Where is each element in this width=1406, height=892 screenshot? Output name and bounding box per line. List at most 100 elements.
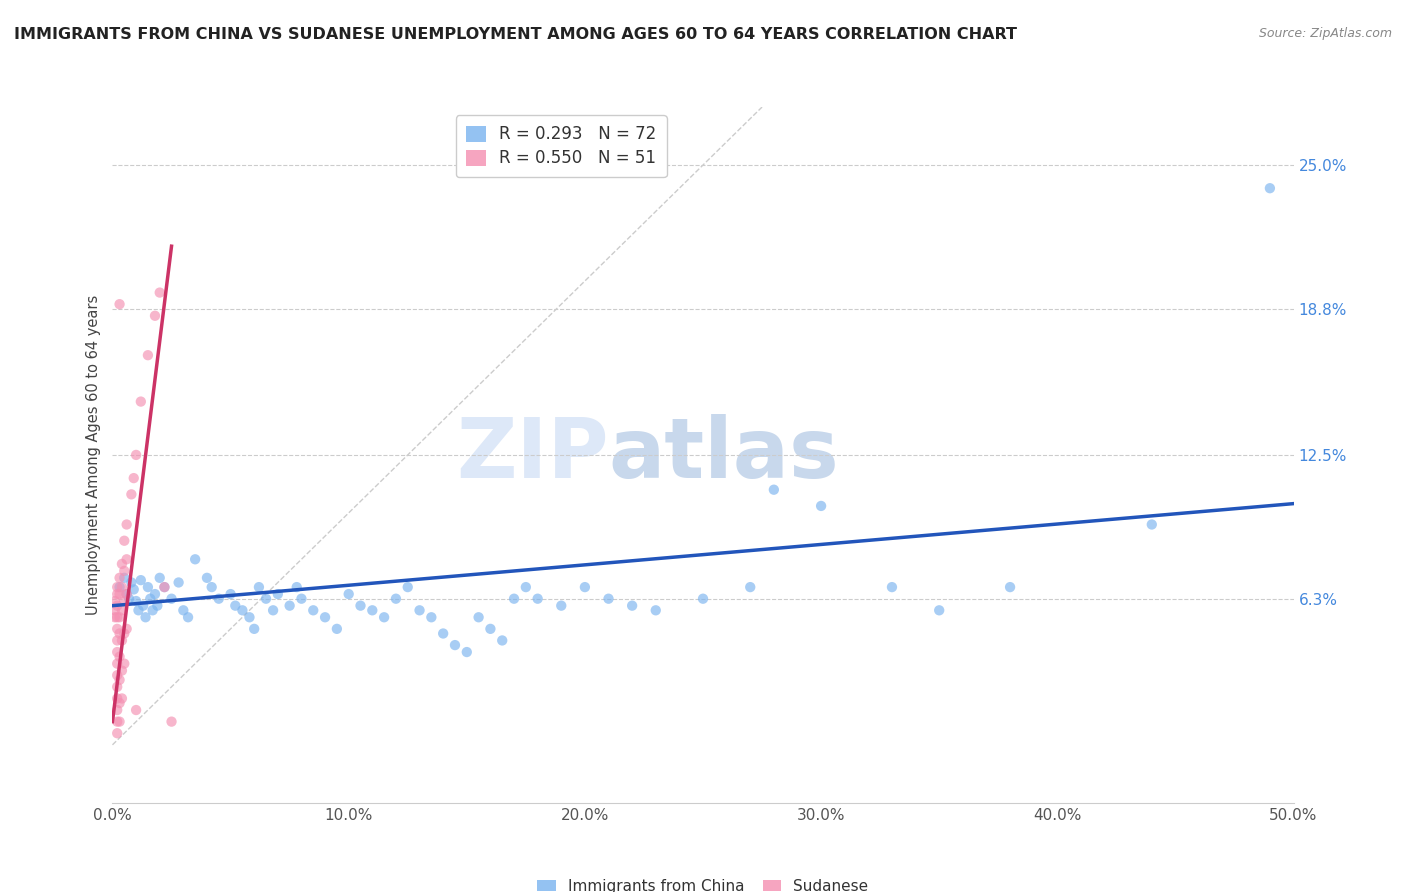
Point xyxy=(125,594,148,608)
Point xyxy=(122,471,145,485)
Point xyxy=(105,657,128,671)
Point xyxy=(105,622,128,636)
Point xyxy=(598,591,620,606)
Point xyxy=(108,696,131,710)
Point xyxy=(118,591,141,606)
Point xyxy=(112,657,135,671)
Point xyxy=(290,591,312,606)
Point xyxy=(105,599,128,613)
Point xyxy=(526,591,548,606)
Point xyxy=(208,591,231,606)
Point xyxy=(644,603,666,617)
Point xyxy=(349,599,371,613)
Point xyxy=(112,571,135,585)
Point xyxy=(373,610,395,624)
Point xyxy=(105,633,128,648)
Point xyxy=(108,673,131,687)
Point xyxy=(285,580,308,594)
Point xyxy=(177,610,200,624)
Point xyxy=(219,587,242,601)
Point xyxy=(105,587,128,601)
Text: IMMIGRANTS FROM CHINA VS SUDANESE UNEMPLOYMENT AMONG AGES 60 TO 64 YEARS CORRELA: IMMIGRANTS FROM CHINA VS SUDANESE UNEMPL… xyxy=(14,27,1017,42)
Point xyxy=(491,633,513,648)
Point xyxy=(515,580,537,594)
Point xyxy=(278,599,301,613)
Point xyxy=(160,714,183,729)
Point xyxy=(120,487,142,501)
Point xyxy=(108,610,131,624)
Point xyxy=(1258,181,1281,195)
Point xyxy=(111,691,134,706)
Point xyxy=(432,626,454,640)
Point xyxy=(254,591,277,606)
Point xyxy=(550,599,572,613)
Text: ZIP: ZIP xyxy=(456,415,609,495)
Point xyxy=(408,603,430,617)
Point xyxy=(302,603,325,617)
Point xyxy=(132,599,155,613)
Point xyxy=(105,580,128,594)
Point xyxy=(762,483,785,497)
Point xyxy=(740,580,762,594)
Point xyxy=(108,580,131,594)
Point xyxy=(149,571,172,585)
Point xyxy=(108,714,131,729)
Point xyxy=(172,603,194,617)
Point xyxy=(267,587,290,601)
Point xyxy=(456,645,478,659)
Text: atlas: atlas xyxy=(609,415,839,495)
Point xyxy=(111,580,134,594)
Point xyxy=(153,580,176,594)
Point xyxy=(105,668,128,682)
Point xyxy=(142,603,165,617)
Point xyxy=(105,691,128,706)
Point xyxy=(115,552,138,566)
Point xyxy=(692,591,714,606)
Point xyxy=(105,726,128,740)
Point xyxy=(115,517,138,532)
Point xyxy=(1140,517,1163,532)
Point xyxy=(108,571,131,585)
Point xyxy=(337,587,360,601)
Text: Source: ZipAtlas.com: Source: ZipAtlas.com xyxy=(1258,27,1392,40)
Point xyxy=(167,575,190,590)
Point xyxy=(574,580,596,594)
Point xyxy=(105,645,128,659)
Point xyxy=(810,499,832,513)
Point xyxy=(105,714,128,729)
Point xyxy=(503,591,526,606)
Point xyxy=(385,591,408,606)
Point xyxy=(195,571,218,585)
Point xyxy=(247,580,270,594)
Point xyxy=(115,587,138,601)
Point xyxy=(105,610,128,624)
Point xyxy=(115,622,138,636)
Point xyxy=(115,587,138,601)
Point xyxy=(111,557,134,571)
Point xyxy=(104,610,127,624)
Point xyxy=(201,580,224,594)
Point xyxy=(108,587,131,601)
Point xyxy=(396,580,419,594)
Point xyxy=(111,633,134,648)
Point xyxy=(143,309,166,323)
Point xyxy=(136,348,159,362)
Point xyxy=(998,580,1021,594)
Point xyxy=(479,622,502,636)
Point xyxy=(139,591,162,606)
Point xyxy=(129,573,152,587)
Point xyxy=(184,552,207,566)
Point xyxy=(238,610,260,624)
Point xyxy=(621,599,644,613)
Point xyxy=(928,603,950,617)
Point xyxy=(108,626,131,640)
Point xyxy=(112,533,135,548)
Point xyxy=(108,649,131,664)
Point xyxy=(135,610,157,624)
Point xyxy=(112,564,135,578)
Point xyxy=(153,580,176,594)
Point xyxy=(160,591,183,606)
Point xyxy=(361,603,384,617)
Point xyxy=(444,638,467,652)
Point xyxy=(880,580,903,594)
